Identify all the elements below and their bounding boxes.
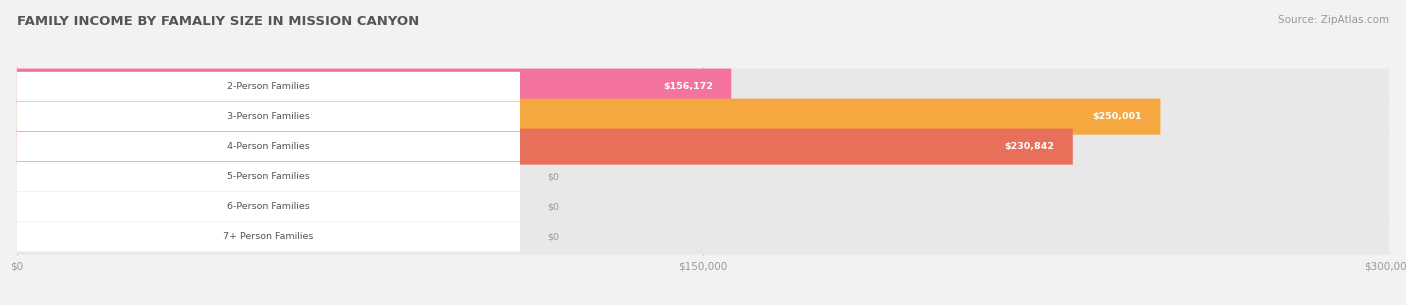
Text: 5-Person Families: 5-Person Families [228, 172, 309, 181]
Text: 7+ Person Families: 7+ Person Families [224, 232, 314, 241]
Text: Source: ZipAtlas.com: Source: ZipAtlas.com [1278, 15, 1389, 25]
Text: FAMILY INCOME BY FAMALIY SIZE IN MISSION CANYON: FAMILY INCOME BY FAMALIY SIZE IN MISSION… [17, 15, 419, 28]
FancyBboxPatch shape [17, 189, 1389, 225]
FancyBboxPatch shape [17, 129, 1073, 165]
FancyBboxPatch shape [17, 162, 520, 192]
FancyBboxPatch shape [17, 72, 520, 101]
FancyBboxPatch shape [17, 99, 1160, 135]
Text: $156,172: $156,172 [664, 82, 713, 91]
FancyBboxPatch shape [17, 159, 1389, 195]
FancyBboxPatch shape [17, 132, 520, 161]
FancyBboxPatch shape [17, 102, 520, 131]
FancyBboxPatch shape [17, 69, 1389, 105]
Text: $0: $0 [547, 202, 560, 211]
Text: 4-Person Families: 4-Person Families [228, 142, 309, 151]
Text: $230,842: $230,842 [1004, 142, 1054, 151]
Text: $0: $0 [547, 232, 560, 241]
Text: 2-Person Families: 2-Person Families [228, 82, 309, 91]
FancyBboxPatch shape [17, 192, 520, 221]
FancyBboxPatch shape [17, 99, 1389, 135]
Text: $250,001: $250,001 [1092, 112, 1142, 121]
FancyBboxPatch shape [17, 222, 520, 251]
FancyBboxPatch shape [17, 219, 1389, 255]
Text: $0: $0 [547, 172, 560, 181]
FancyBboxPatch shape [17, 129, 1389, 165]
Text: 3-Person Families: 3-Person Families [226, 112, 309, 121]
FancyBboxPatch shape [17, 69, 731, 105]
Text: 6-Person Families: 6-Person Families [228, 202, 309, 211]
